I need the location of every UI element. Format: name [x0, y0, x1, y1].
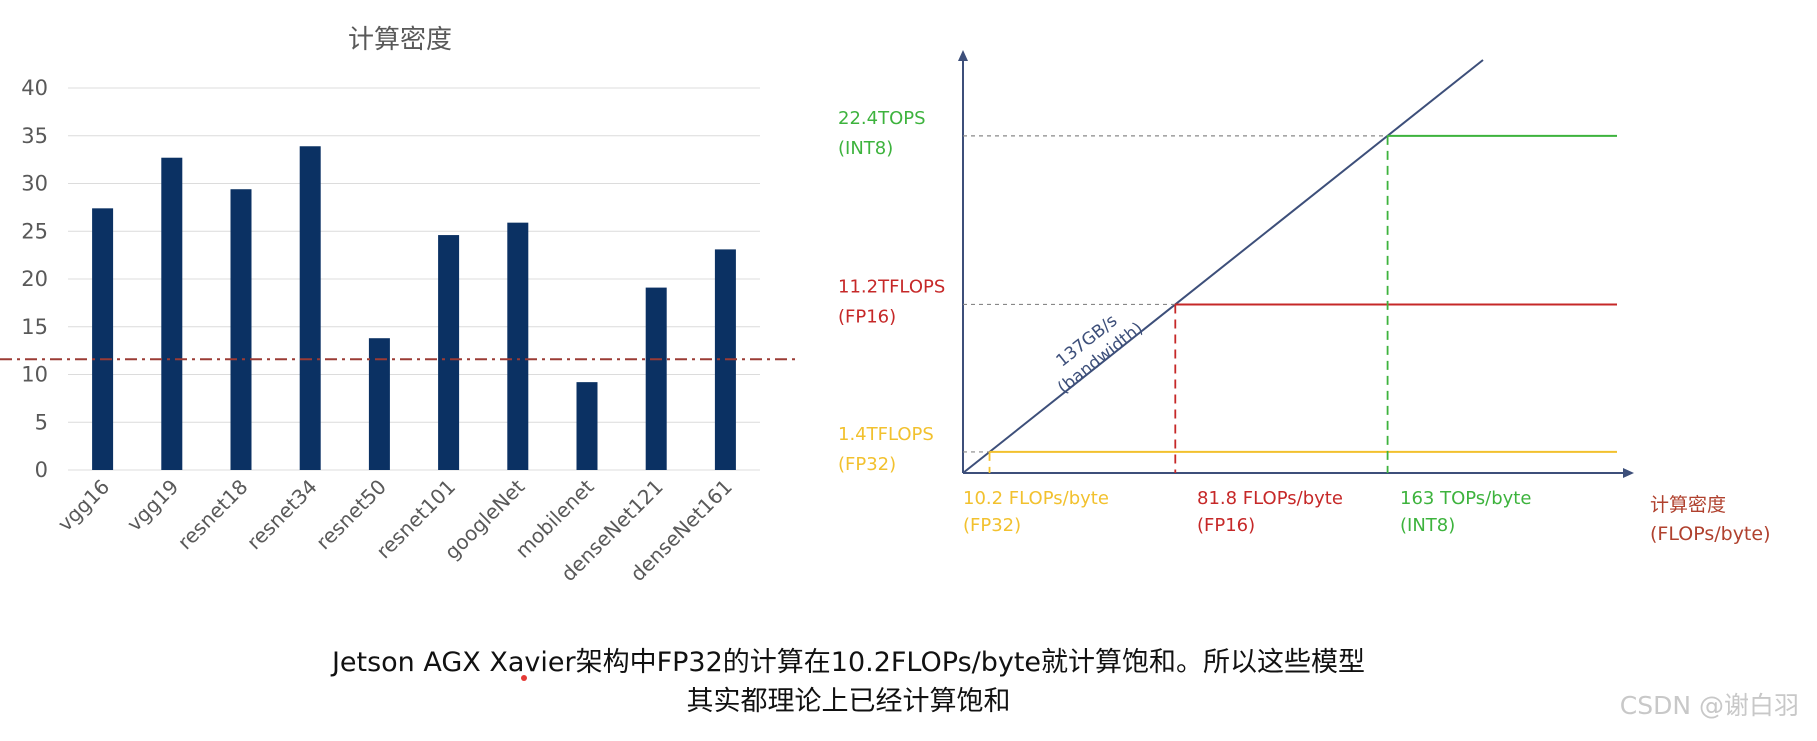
- peak-label-FP32: 1.4TFLOPS: [838, 424, 934, 445]
- roofline-y-axis-arrow: [958, 50, 968, 61]
- caption-line-2: 其实都理论上已经计算饱和: [686, 686, 1011, 717]
- bar-chart-y-axis: 0 5 10 15 20 25 30 35 40: [21, 76, 48, 482]
- bar-chart: 计算密度 0 5 10 15 20 25 30 35 40 vgg16 vgg19resnet18…: [0, 25, 795, 586]
- bar-chart-bars: [92, 146, 736, 471]
- y-tick-label: 20: [21, 267, 48, 291]
- peak-unit-FP32: (FP32): [838, 454, 896, 475]
- x-tick-label: resnet18: [173, 475, 253, 555]
- bar-chart-gridlines: [68, 87, 760, 471]
- ridge-unit-FP32: (FP32): [963, 515, 1021, 536]
- bandwidth-label: 137GB/s (bandwidth): [1053, 311, 1148, 398]
- x-tick-label: vgg16: [53, 475, 114, 536]
- pointer-marker: [521, 675, 528, 681]
- bar-resnet34: [299, 146, 321, 470]
- roofline-chart: 137GB/s (bandwidth) 1.4TFLOPS (FP32) 10.2 …: [838, 50, 1771, 545]
- ridge-label-FP16: 81.8 FLOPs/byte: [1197, 488, 1343, 509]
- y-tick-label: 35: [21, 124, 48, 148]
- y-tick-label: 40: [21, 76, 48, 100]
- bar-googleNet: [507, 222, 529, 470]
- peak-unit-INT8: (INT8): [838, 138, 893, 159]
- caption-line-1: Jetson AGX Xa vier架构中FP32的计算在10.2FLOPs/by…: [0, 645, 1757, 681]
- roofline-x-label-unit: (FLOPs/byte): [1650, 523, 1771, 545]
- caption-line-1-part-b: vier架构中FP32的计算在10.2FLOPs/byte就计算饱和。所以这些模…: [521, 647, 1366, 681]
- peak-unit-FP16: (FP16): [838, 306, 896, 327]
- y-tick-label: 30: [21, 172, 48, 196]
- bandwidth-slope-line: [962, 59, 1484, 474]
- bar-denseNet121: [645, 287, 667, 470]
- x-tick-label: resnet34: [242, 475, 322, 555]
- peak-label-FP16: 11.2TFLOPS: [838, 276, 945, 297]
- bar-resnet50: [368, 338, 390, 470]
- bar-resnet101: [438, 235, 460, 470]
- y-tick-label: 0: [35, 458, 48, 482]
- ridge-label-INT8: 163 TOPs/byte: [1400, 488, 1531, 509]
- roofline-x-label: 计算密度: [1650, 494, 1726, 516]
- bar-resnet18: [230, 189, 252, 471]
- roofline-x-axis-arrow: [1623, 468, 1634, 478]
- ridge-unit-INT8: (INT8): [1400, 515, 1455, 536]
- y-tick-label: 10: [21, 363, 48, 387]
- ridge-unit-FP16: (FP16): [1197, 515, 1255, 536]
- y-tick-label: 15: [21, 315, 48, 339]
- x-tick-label: vgg19: [122, 475, 183, 536]
- bar-chart-title: 计算密度: [348, 25, 452, 55]
- bar-vgg19: [161, 157, 183, 470]
- y-tick-label: 25: [21, 219, 48, 243]
- bar-mobilenet: [576, 382, 598, 470]
- y-tick-label: 5: [35, 410, 48, 434]
- caption-line-1-part-a: Jetson AGX Xa: [331, 647, 525, 678]
- watermark: CSDN @谢白羽: [1619, 691, 1799, 720]
- ridge-label-FP32: 10.2 FLOPs/byte: [963, 488, 1109, 509]
- bar-vgg16: [92, 208, 114, 470]
- caption-line-1-text: vier架构中FP32的计算在10.2FLOPs/byte就计算饱和。所以这些模…: [524, 647, 1366, 678]
- bar-chart-x-axis: vgg16 vgg19resnet18resnet34resnet50resnet…: [53, 474, 737, 586]
- roofline-peaks: 1.4TFLOPS (FP32) 10.2 FLOPs/byte (FP32) 11.2…: [838, 108, 1617, 536]
- peak-label-INT8: 22.4TOPS: [838, 108, 926, 129]
